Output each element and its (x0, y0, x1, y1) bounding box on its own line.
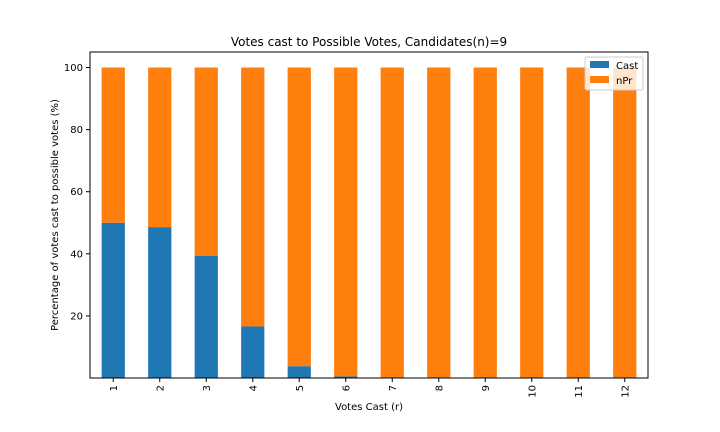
bar-npr-3 (194, 67, 218, 256)
bar-cast-2 (148, 227, 172, 378)
y-tick-label: 40 (70, 249, 83, 260)
chart-title: Votes cast to Possible Votes, Candidates… (231, 35, 507, 49)
bar-cast-3 (194, 255, 218, 378)
y-tick-label: 20 (70, 311, 83, 322)
x-axis-ticks: 1 2 3 4 5 6 7 8 9 10 11 12 (109, 378, 631, 398)
legend-swatch-cast (590, 61, 609, 68)
bar-npr-5 (287, 67, 311, 367)
x-tick-label: 1 (109, 385, 120, 391)
x-tick-label: 2 (155, 385, 166, 391)
y-tick-label: 60 (70, 187, 83, 198)
x-tick-label: 5 (295, 385, 306, 391)
x-tick-label: 8 (434, 385, 445, 391)
bar-npr-2 (148, 67, 172, 228)
x-tick-label: 4 (248, 385, 259, 391)
x-tick-label: 10 (527, 385, 538, 398)
legend-label-cast: Cast (616, 61, 638, 72)
x-tick-label: 3 (202, 385, 213, 391)
bar-npr-11 (566, 67, 590, 379)
legend: Cast nPr (584, 56, 644, 91)
bar-npr-12 (613, 67, 637, 379)
x-tick-label: 12 (620, 385, 631, 398)
bar-npr-10 (520, 67, 544, 379)
y-axis-ticks: 20 40 60 80 100 (64, 63, 90, 322)
y-tick-label: 80 (70, 125, 83, 136)
bar-cast-5 (287, 366, 311, 378)
y-tick-label: 100 (64, 63, 83, 74)
bar-npr-6 (334, 67, 358, 377)
bar-npr-7 (380, 67, 404, 379)
bar-npr-1 (101, 67, 125, 223)
bar-npr-8 (427, 67, 451, 379)
bars-group (101, 67, 637, 379)
x-tick-label: 6 (341, 385, 352, 391)
plot-frame (89, 51, 649, 379)
bar-cast-4 (241, 326, 265, 378)
legend-swatch-npr (590, 76, 609, 83)
bar-cast-1 (101, 222, 125, 378)
x-axis-label: Votes Cast (r) (335, 402, 403, 413)
x-tick-label: 9 (481, 385, 492, 391)
bar-cast-6 (334, 376, 358, 378)
x-tick-label: 11 (574, 385, 585, 398)
legend-label-npr: nPr (616, 76, 633, 87)
y-axis-label: Percentage of votes cast to possible vot… (50, 99, 61, 331)
x-tick-label: 7 (388, 385, 399, 391)
bar-npr-9 (473, 67, 497, 379)
bar-npr-4 (241, 67, 265, 327)
